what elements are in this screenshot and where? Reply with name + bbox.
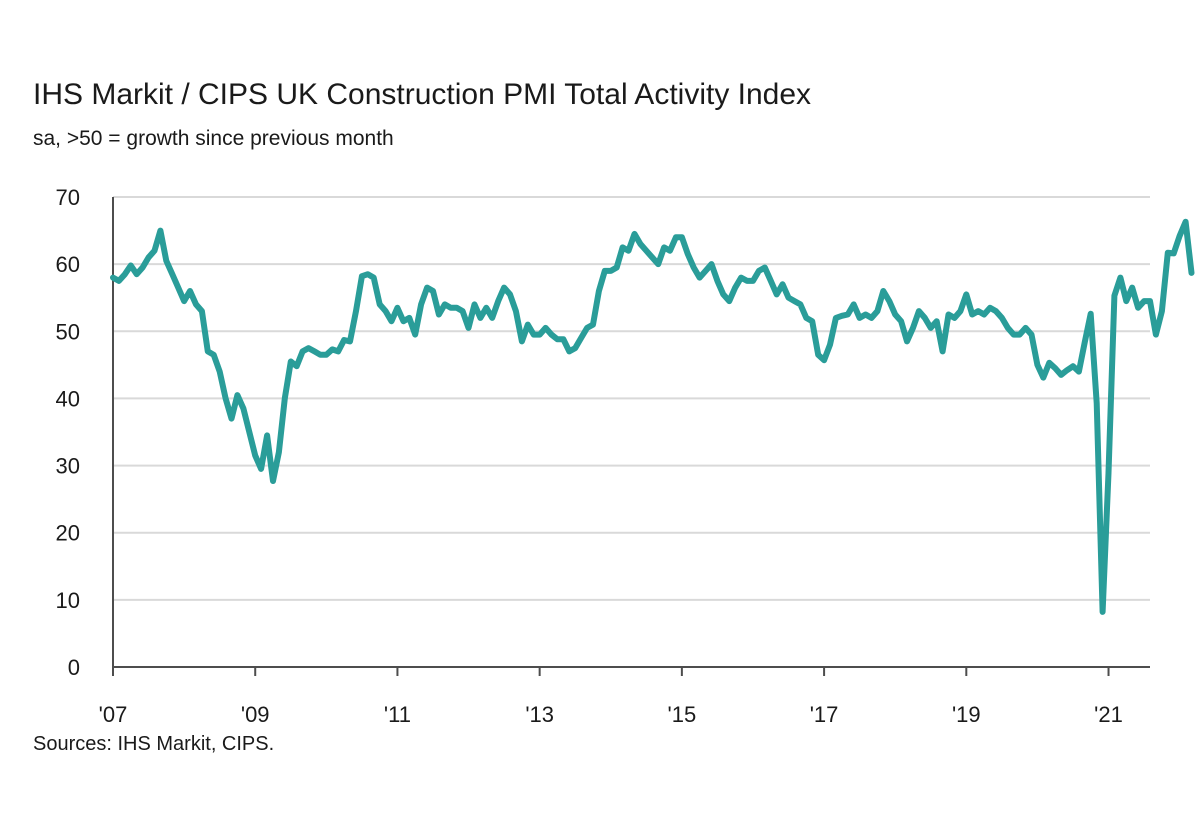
x-tick-label: '09 — [241, 702, 270, 727]
y-tick-label: 70 — [56, 185, 80, 210]
x-tick-label: '19 — [952, 702, 981, 727]
grid-lines — [113, 196, 1150, 601]
y-tick-label: 30 — [56, 454, 80, 479]
series-line-0 — [110, 218, 1195, 615]
y-tick-label: 40 — [56, 386, 80, 411]
y-tick-label: 20 — [56, 521, 80, 546]
source-note: Sources: IHS Markit, CIPS. — [33, 733, 275, 755]
y-tick-label: 0 — [68, 655, 80, 680]
chart-subtitle: sa, >50 = growth since previous month — [33, 127, 394, 150]
x-tick-label: '17 — [810, 702, 839, 727]
x-tick-label: '13 — [525, 702, 554, 727]
y-tick-label: 10 — [56, 588, 80, 613]
x-axis: '07 '09 '11 '13 '15 '17 '19 '21 — [99, 666, 1150, 727]
x-tick-label: '21 — [1094, 702, 1123, 727]
x-tick-label: '11 — [384, 702, 411, 727]
chart-title: IHS Markit / CIPS UK Construction PMI To… — [33, 78, 812, 111]
series-group — [110, 218, 1195, 615]
y-tick-label: 60 — [56, 252, 80, 277]
x-tick-label: '07 — [99, 702, 128, 727]
x-tick-label: '15 — [668, 702, 697, 727]
y-tick-label: 50 — [56, 319, 80, 344]
y-axis: 0 10 20 30 40 50 60 70 — [56, 185, 114, 680]
